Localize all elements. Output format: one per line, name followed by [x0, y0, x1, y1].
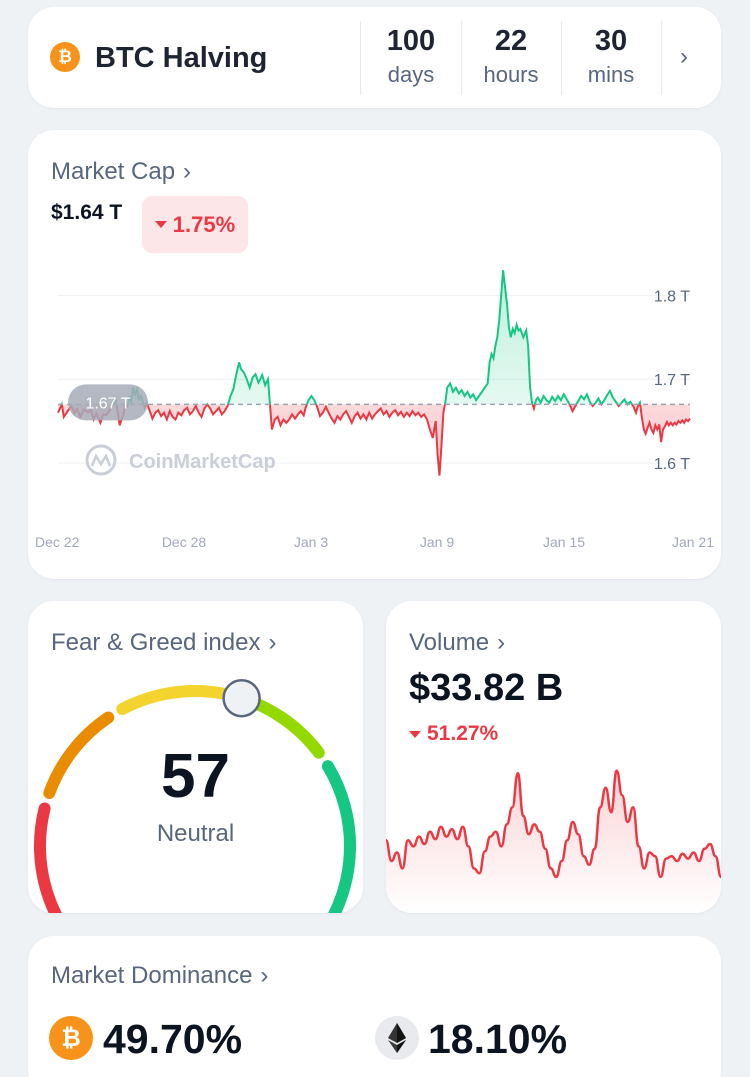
- bitcoin-icon: ₿: [49, 1016, 93, 1060]
- market-dominance-title-label: Market Dominance: [51, 962, 253, 989]
- gauge-segment: [116, 685, 228, 716]
- ethereum-glyph: [388, 1023, 406, 1053]
- eth-dominance-value: 18.10%: [428, 1016, 568, 1062]
- volume-value: $33.82 B: [409, 667, 564, 709]
- x-tick-label: Jan 3: [294, 534, 328, 550]
- fear-greed-label: Neutral: [156, 820, 235, 847]
- countdown-days: 100 days: [361, 21, 461, 93]
- volume-change: 51.27%: [409, 722, 498, 746]
- divider: [561, 21, 562, 95]
- countdown-unit: mins: [587, 62, 635, 87]
- coinmarketcap-logo-mark: [90, 453, 112, 467]
- volume-chart: [386, 769, 721, 913]
- gauge-segment: [34, 802, 62, 913]
- y-tick-label: 1.7 T: [654, 372, 690, 389]
- x-tick-label: Dec 28: [162, 534, 207, 550]
- bitcoin-icon: ₿: [50, 42, 80, 72]
- countdown-unit: days: [387, 62, 435, 87]
- x-tick-label: Jan 21: [672, 534, 714, 550]
- market-cap-chart[interactable]: CoinMarketCap 1.67 T 1.8 T 1.7 T 1.6 T Dec…: [28, 130, 721, 579]
- countdown-mins: 30 mins: [561, 21, 661, 93]
- btc-dominance-value: 49.70%: [103, 1016, 243, 1062]
- market-cap-card[interactable]: Market Cap › $1.64 T 1.75% CoinMarketCap: [28, 130, 721, 579]
- watermark-text: CoinMarketCap: [129, 451, 276, 473]
- reference-label: 1.67 T: [68, 384, 148, 421]
- coinmarketcap-watermark: CoinMarketCap: [85, 444, 276, 476]
- caret-down-icon: [154, 221, 167, 228]
- market-cap-change-badge: 1.75%: [142, 196, 248, 253]
- y-tick-label: 1.6 T: [654, 456, 690, 473]
- market-dominance-title[interactable]: Market Dominance ›: [51, 962, 268, 990]
- market-cap-line-up: [60, 270, 642, 405]
- market-cap-line-down: [57, 404, 691, 476]
- market-cap-area-up: [113, 270, 641, 405]
- countdown-unit: hours: [483, 62, 539, 87]
- market-cap-area-down: [58, 404, 690, 476]
- x-tick-label: Dec 22: [35, 534, 80, 550]
- divider: [360, 21, 361, 95]
- halving-title: BTC Halving: [95, 42, 268, 74]
- gauge-segment: [43, 711, 115, 799]
- volume-title-label: Volume: [409, 629, 490, 656]
- chevron-right-icon: ›: [497, 629, 506, 656]
- fear-greed-card[interactable]: Fear & Greed index › 57 Neutral: [28, 601, 363, 913]
- caret-down-icon: [409, 730, 421, 738]
- countdown-hours: 22 hours: [461, 21, 561, 93]
- countdown-value: 30: [594, 25, 628, 57]
- gauge-segment: [321, 760, 356, 913]
- halving-card[interactable]: ₿ BTC Halving 100 days 22 hours 30 mins …: [28, 7, 721, 108]
- volume-line: [386, 769, 721, 879]
- fear-greed-title-label: Fear & Greed index: [51, 629, 261, 656]
- divider: [461, 21, 462, 95]
- market-cap-value: $1.64 T: [51, 201, 123, 224]
- chevron-right-icon: ›: [268, 629, 277, 656]
- chevron-right-icon: ›: [183, 158, 192, 185]
- gauge-indicator: [222, 678, 261, 718]
- reference-label-pill: [68, 384, 148, 421]
- reference-label-text: 1.67 T: [85, 395, 130, 412]
- y-tick-label: 1.8 T: [654, 288, 690, 305]
- chevron-right-icon: ›: [260, 962, 269, 989]
- market-cap-change-value: 1.75%: [172, 211, 236, 237]
- market-dominance-card[interactable]: Market Dominance › ₿ 49.70% 18.10%: [28, 936, 721, 1077]
- market-cap-title-label: Market Cap: [51, 158, 176, 185]
- volume-title[interactable]: Volume ›: [409, 629, 505, 657]
- countdown-value: 100: [386, 25, 436, 57]
- chevron-right-icon[interactable]: ›: [680, 43, 688, 70]
- volume-card[interactable]: Volume › $33.82 B 51.27%: [386, 601, 721, 913]
- fear-greed-value: 57: [161, 742, 230, 811]
- market-cap-title[interactable]: Market Cap ›: [51, 158, 191, 186]
- fear-greed-gauge: [34, 678, 356, 913]
- volume-area: [386, 770, 721, 913]
- volume-change-value: 51.27%: [427, 722, 499, 745]
- x-tick-label: Jan 9: [420, 534, 454, 550]
- fear-greed-title[interactable]: Fear & Greed index ›: [51, 629, 276, 657]
- coinmarketcap-logo-icon: [85, 444, 117, 476]
- x-tick-label: Jan 15: [543, 534, 585, 550]
- divider: [661, 21, 662, 95]
- ethereum-icon: [375, 1016, 419, 1060]
- countdown-value: 22: [494, 25, 528, 57]
